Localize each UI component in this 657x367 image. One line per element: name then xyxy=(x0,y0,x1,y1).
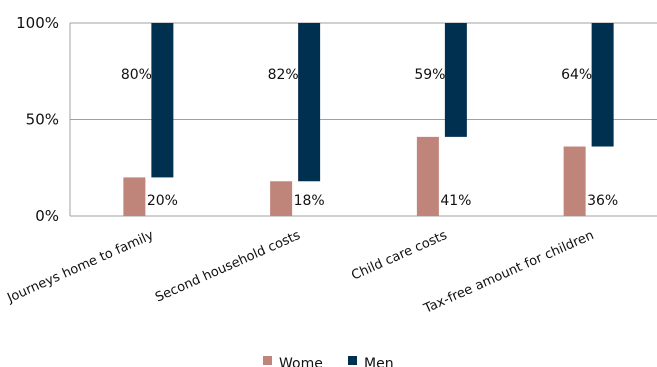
bar-men xyxy=(151,23,174,178)
bar-men xyxy=(591,23,614,147)
y-tick-label: 50% xyxy=(26,111,59,129)
legend: Wome Men xyxy=(263,356,394,367)
data-label-women: 41% xyxy=(440,193,471,209)
data-label-men: 64% xyxy=(561,67,592,83)
data-label-women: 20% xyxy=(147,193,178,209)
y-tick-label: 100% xyxy=(16,14,59,32)
data-labels: 20% 80% 18% 82% 41% 59% 36% 64% xyxy=(121,67,618,209)
bars xyxy=(123,23,614,216)
legend-label-women: Wome xyxy=(279,356,323,367)
legend-label-men: Men xyxy=(364,356,394,367)
data-label-men: 82% xyxy=(268,67,299,83)
data-label-women: 36% xyxy=(587,193,618,209)
x-category-label: Second household costs xyxy=(153,228,303,306)
y-tick-label: 0% xyxy=(35,207,59,225)
x-category-label: Child care costs xyxy=(349,228,449,284)
bar-men xyxy=(444,23,467,137)
bar-women xyxy=(416,136,439,216)
bar-men xyxy=(298,23,321,182)
x-category-label: Journeys home to family xyxy=(4,228,156,307)
data-label-men: 59% xyxy=(414,67,445,83)
y-axis-ticks: 0% 50% 100% xyxy=(16,14,59,225)
legend-swatch-men xyxy=(348,356,357,365)
bar-women xyxy=(563,146,586,216)
legend-swatch-women xyxy=(263,356,272,365)
bar-women xyxy=(123,177,146,216)
bar-women xyxy=(270,181,293,216)
data-label-women: 18% xyxy=(294,193,325,209)
data-label-men: 80% xyxy=(121,67,152,83)
